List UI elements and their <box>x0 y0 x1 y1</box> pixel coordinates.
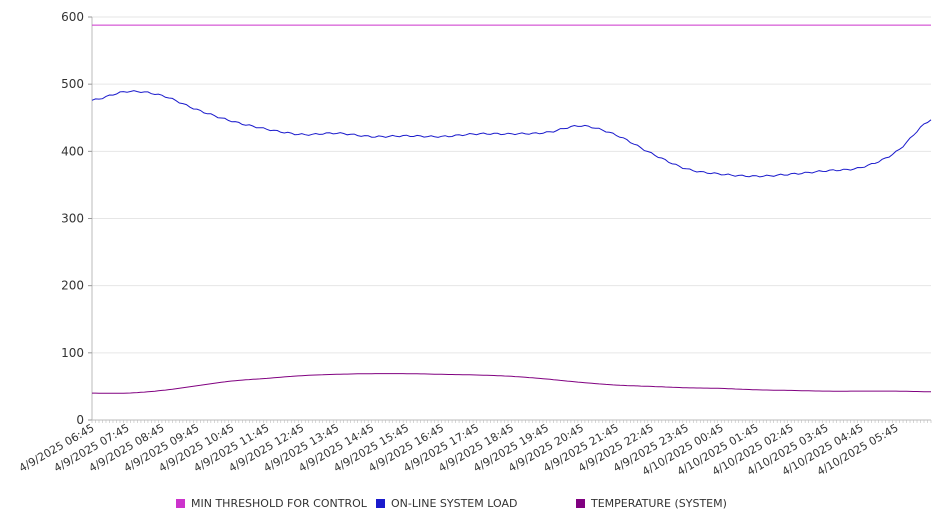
legend-label-temperature: TEMPERATURE (SYSTEM) <box>591 497 727 510</box>
series-lines <box>91 24 932 394</box>
y-tick-label: 0 <box>76 413 84 427</box>
legend-swatch-min-threshold <box>176 499 185 508</box>
y-tick-label: 400 <box>61 144 84 158</box>
series-line-2 <box>92 373 932 394</box>
y-tick-label: 600 <box>61 10 84 24</box>
legend-swatch-system-load <box>376 499 385 508</box>
legend-item-min-threshold[interactable]: MIN THRESHOLD FOR CONTROL <box>176 497 367 510</box>
y-tick-label: 500 <box>61 77 84 91</box>
legend-item-temperature[interactable]: TEMPERATURE (SYSTEM) <box>576 497 727 510</box>
grid-lines <box>92 16 931 354</box>
legend-label-min-threshold: MIN THRESHOLD FOR CONTROL <box>191 497 367 510</box>
y-tick-label: 300 <box>61 212 84 226</box>
y-tick-label: 100 <box>61 346 84 360</box>
y-axis-ticks: 0 100 200 300 400 500 600 <box>61 10 92 427</box>
legend-label-system-load: ON-LINE SYSTEM LOAD <box>391 497 518 510</box>
x-axis-ticks: 4/9/2025 06:454/9/2025 07:454/9/2025 08:… <box>17 420 932 478</box>
series-line-1 <box>91 90 932 178</box>
y-tick-label: 200 <box>61 279 84 293</box>
legend-swatch-temperature <box>576 499 585 508</box>
legend-item-system-load[interactable]: ON-LINE SYSTEM LOAD <box>376 497 517 510</box>
legend: MIN THRESHOLD FOR CONTROL ON-LINE SYSTEM… <box>0 497 946 515</box>
